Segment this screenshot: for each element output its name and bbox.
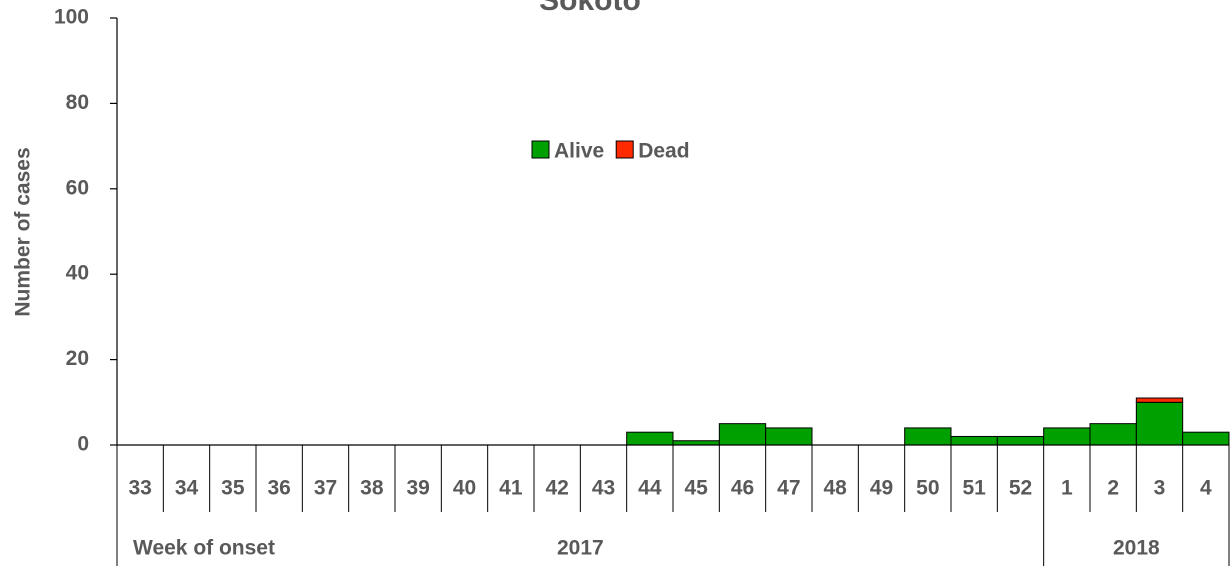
bar bbox=[1043, 427, 1091, 446]
x-tick-label: 1 bbox=[1061, 477, 1073, 500]
bar bbox=[765, 427, 813, 446]
bar bbox=[1135, 397, 1184, 403]
bar bbox=[1182, 431, 1230, 446]
x-tick-label: 35 bbox=[221, 477, 245, 500]
bar bbox=[626, 431, 674, 446]
legend-swatch bbox=[615, 140, 634, 159]
bar bbox=[672, 440, 720, 446]
x-tick-label: 40 bbox=[453, 477, 476, 500]
x-tick-label: 43 bbox=[592, 477, 615, 500]
y-tick-label: 80 bbox=[66, 91, 89, 114]
x-tick-label: 2 bbox=[1107, 477, 1119, 500]
x-tick-label: 52 bbox=[1009, 477, 1032, 500]
bar bbox=[904, 427, 952, 446]
legend-swatch bbox=[531, 140, 550, 159]
x-tick-label: 39 bbox=[406, 477, 429, 500]
legend-label: Alive bbox=[554, 140, 604, 163]
y-tick-label: 0 bbox=[77, 433, 89, 456]
bar bbox=[718, 423, 767, 446]
x-tick-label: 41 bbox=[499, 477, 523, 500]
y-tick-label: 60 bbox=[66, 176, 89, 199]
x-tick-label: 4 bbox=[1200, 477, 1212, 500]
x-tick-label: 3 bbox=[1154, 477, 1166, 500]
x-tick-label: 42 bbox=[545, 477, 568, 500]
x-tick-label: 37 bbox=[314, 477, 337, 500]
x-tick-label: 47 bbox=[777, 477, 800, 500]
group-label: 2017 bbox=[557, 537, 604, 560]
x-tick-label: 33 bbox=[128, 477, 151, 500]
y-tick-label: 100 bbox=[54, 6, 89, 29]
y-tick-label: 40 bbox=[66, 262, 89, 285]
group-label: 2018 bbox=[1113, 537, 1160, 560]
x-tick-label: 48 bbox=[823, 477, 847, 500]
y-axis-label: Number of cases bbox=[12, 147, 35, 316]
x-tick-label: 50 bbox=[916, 477, 939, 500]
y-tick-label: 20 bbox=[66, 347, 89, 370]
chart-title: Sokoto bbox=[539, 0, 641, 17]
x-tick-label: 45 bbox=[684, 477, 708, 500]
x-tick-label: 36 bbox=[267, 477, 290, 500]
bar bbox=[1089, 423, 1137, 446]
x-tick-label: 38 bbox=[360, 477, 384, 500]
x-tick-label: 46 bbox=[731, 477, 754, 500]
x-tick-label: 44 bbox=[638, 477, 662, 500]
x-tick-label: 49 bbox=[870, 477, 893, 500]
bar bbox=[996, 435, 1045, 446]
bar bbox=[950, 435, 998, 446]
bar bbox=[1135, 401, 1184, 446]
legend-label: Dead bbox=[638, 140, 689, 163]
x-tick-label: 51 bbox=[962, 477, 986, 500]
x-tick-label: 34 bbox=[175, 477, 199, 500]
x-axis-label: Week of onset bbox=[133, 537, 275, 560]
